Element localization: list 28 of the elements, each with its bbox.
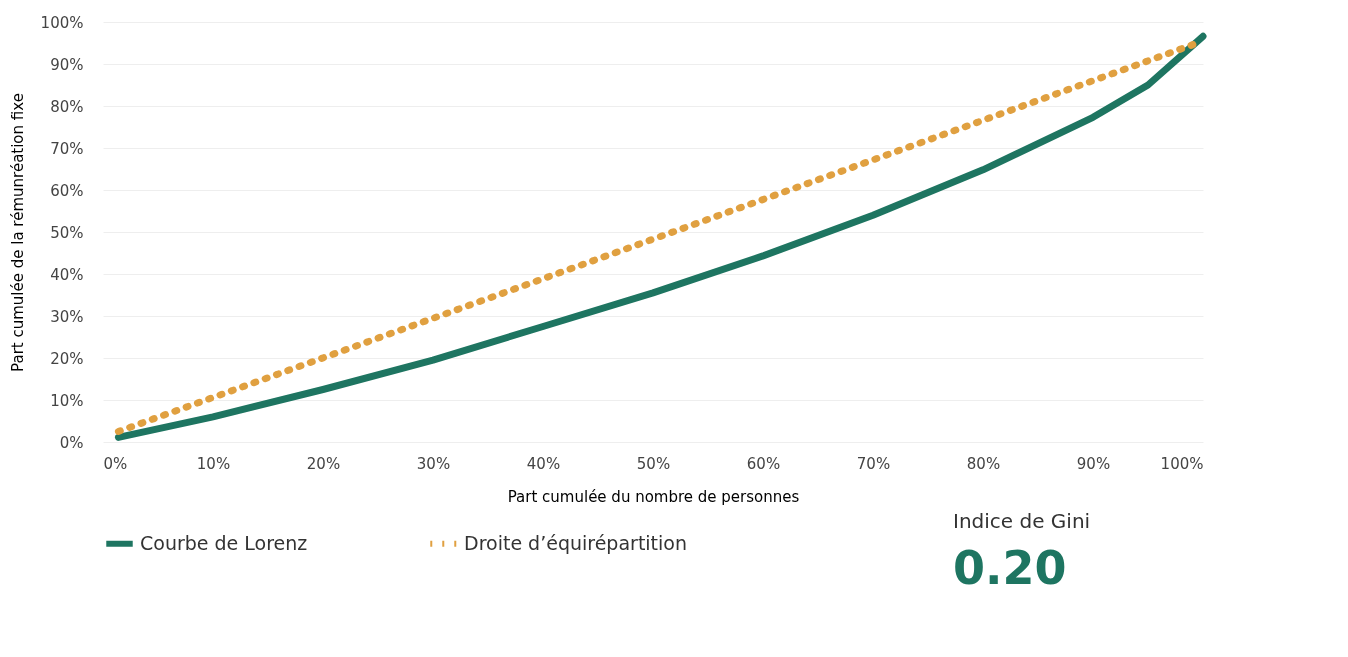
y-tick-label: 30%	[50, 307, 84, 326]
y-tick-label: 80%	[50, 97, 84, 116]
x-tick-label: 90%	[1076, 454, 1111, 473]
legend-label: Courbe de Lorenz	[140, 531, 308, 554]
text: 0.20	[953, 541, 1067, 595]
y-tick-label: 100%	[40, 13, 84, 32]
legend-label: Droite d’équirépartition	[464, 531, 687, 554]
x-tick-label: 20%	[306, 454, 341, 473]
x-tick-label: 30%	[416, 454, 451, 473]
x-tick-label: 100%	[1160, 454, 1204, 473]
y-tick-label: 70%	[50, 139, 84, 158]
text: Indice de Gini	[953, 509, 1091, 533]
y-tick-label: 60%	[50, 181, 84, 200]
x-axis-title: Part cumulée du nombre de personnes	[507, 487, 800, 506]
y-tick-label: 10%	[50, 391, 84, 410]
x-tick-label: 10%	[196, 454, 231, 473]
y-tick-label: 20%	[50, 349, 84, 368]
x-tick-label: 70%	[856, 454, 891, 473]
y-axis-title: Part cumulée de la rémunréation fixe	[8, 93, 27, 372]
x-tick-label: 60%	[746, 454, 781, 473]
x-tick-label: 0%	[103, 454, 128, 473]
x-tick-label: 40%	[526, 454, 561, 473]
y-tick-label: 90%	[50, 55, 84, 74]
x-tick-label: 80%	[966, 454, 1001, 473]
y-tick-label: 0%	[59, 433, 84, 452]
x-tick-label: 50%	[636, 454, 671, 473]
y-tick-label: 50%	[50, 223, 84, 242]
y-tick-label: 40%	[50, 265, 84, 284]
